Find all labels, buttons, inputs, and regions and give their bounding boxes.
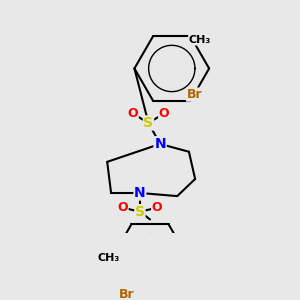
Text: O: O: [118, 201, 128, 214]
Text: O: O: [159, 107, 169, 120]
Text: Br: Br: [187, 88, 202, 101]
Text: N: N: [134, 186, 146, 200]
Text: S: S: [135, 205, 145, 219]
Text: O: O: [128, 107, 138, 120]
Text: CH₃: CH₃: [98, 253, 120, 263]
Text: N: N: [154, 137, 166, 151]
Text: N: N: [154, 137, 166, 151]
Text: S: S: [143, 116, 153, 130]
Text: O: O: [152, 201, 162, 214]
Text: CH₃: CH₃: [189, 35, 211, 45]
Text: Br: Br: [119, 288, 134, 300]
